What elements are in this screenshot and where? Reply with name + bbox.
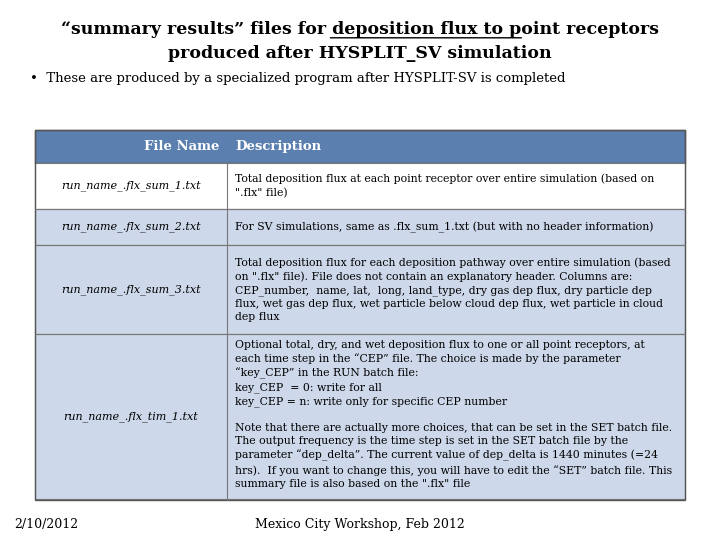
FancyBboxPatch shape: [35, 209, 685, 245]
Text: run_name_.flx_sum_3.txt: run_name_.flx_sum_3.txt: [60, 284, 200, 295]
Text: •  These are produced by a specialized program after HYSPLIT-SV is completed: • These are produced by a specialized pr…: [30, 72, 566, 85]
Text: run_name_.flx_sum_1.txt: run_name_.flx_sum_1.txt: [60, 180, 200, 191]
Text: Optional total, dry, and wet deposition flux to one or all point receptors, at
e: Optional total, dry, and wet deposition …: [235, 340, 672, 489]
FancyBboxPatch shape: [35, 245, 685, 334]
Text: run_name_.flx_sum_2.txt: run_name_.flx_sum_2.txt: [60, 221, 200, 232]
Text: For SV simulations, same as .flx_sum_1.txt (but with no header information): For SV simulations, same as .flx_sum_1.t…: [235, 221, 654, 233]
FancyBboxPatch shape: [35, 334, 685, 500]
Text: “summary results” files for deposition flux to point receptors: “summary results” files for deposition f…: [61, 21, 659, 38]
FancyBboxPatch shape: [35, 130, 685, 163]
Text: Total deposition flux for each deposition pathway over entire simulation (based
: Total deposition flux for each depositio…: [235, 257, 671, 322]
Text: run_name_.flx_tim_1.txt: run_name_.flx_tim_1.txt: [63, 411, 198, 422]
Text: produced after HYSPLIT_SV simulation: produced after HYSPLIT_SV simulation: [168, 45, 552, 63]
FancyBboxPatch shape: [35, 163, 685, 209]
Text: Mexico City Workshop, Feb 2012: Mexico City Workshop, Feb 2012: [255, 518, 465, 531]
Text: Description: Description: [235, 140, 321, 153]
Text: 2/10/2012: 2/10/2012: [14, 518, 78, 531]
Text: File Name: File Name: [144, 140, 220, 153]
Text: Total deposition flux at each point receptor over entire simulation (based on
".: Total deposition flux at each point rece…: [235, 174, 654, 198]
